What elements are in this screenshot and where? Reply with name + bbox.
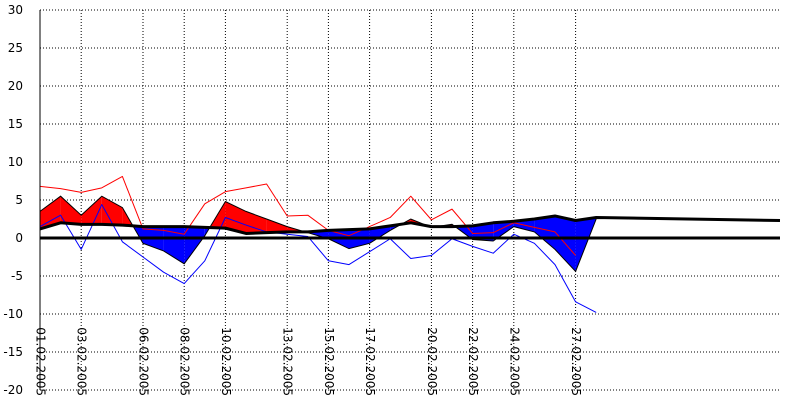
mean-series-line	[39, 214, 781, 235]
y-tick-label: 15	[8, 117, 23, 131]
y-tick-label: -10	[3, 307, 23, 321]
x-tick-label: 27.02.2005	[569, 327, 583, 396]
y-tick-label: 20	[8, 79, 23, 93]
x-tick-label: 22.02.2005	[466, 327, 480, 396]
max-series-line	[39, 175, 576, 256]
x-tick-label: 24.02.2005	[507, 327, 521, 396]
y-tick-label: -15	[3, 345, 23, 359]
series-lines	[39, 175, 781, 313]
fill-below-mean	[163, 226, 185, 264]
x-axis: 01.02.2005 03.02.2005 06.02.2005 08.02.2005…	[34, 327, 584, 396]
x-tick-label: 03.02.2005	[75, 327, 89, 396]
fill-above-mean	[246, 211, 267, 234]
x-tick-label: 06.02.2005	[137, 327, 151, 396]
fill-above-mean	[60, 196, 82, 225]
y-tick-label: 0	[15, 231, 23, 245]
fill-above-mean	[81, 196, 102, 225]
y-tick-label: -20	[3, 383, 23, 397]
x-tick-label: 20.02.2005	[425, 327, 439, 396]
y-tick-label: 10	[8, 155, 23, 169]
x-tick-label: 10.02.2005	[219, 327, 233, 396]
y-tick-label: 30	[8, 3, 23, 17]
fill-below-mean	[472, 222, 494, 242]
y-tick-label: -5	[11, 269, 23, 283]
x-tick-label: 08.02.2005	[178, 327, 192, 396]
fill-below-mean	[493, 221, 514, 242]
fill-above-mean	[266, 219, 288, 233]
x-tick-label: 15.02.2005	[322, 327, 336, 396]
grid-lines	[39, 9, 780, 391]
deviation-fills	[40, 196, 597, 272]
fill-above-mean	[40, 196, 61, 229]
y-tick-label: 5	[15, 193, 23, 207]
x-tick-label: 17.02.2005	[363, 327, 377, 396]
y-tick-label: 25	[8, 41, 23, 55]
fill-above-mean	[225, 201, 246, 234]
min-series-line	[39, 204, 597, 313]
fill-above-mean	[101, 196, 123, 226]
x-tick-label: 13.02.2005	[281, 327, 295, 396]
x-tick-label: 01.02.2005	[34, 327, 48, 396]
y-axis: -20 -15 -10 -5 0 5 10 15 20 25 30	[3, 3, 780, 397]
fill-below-mean	[184, 226, 205, 264]
fill-below-mean	[534, 215, 555, 250]
